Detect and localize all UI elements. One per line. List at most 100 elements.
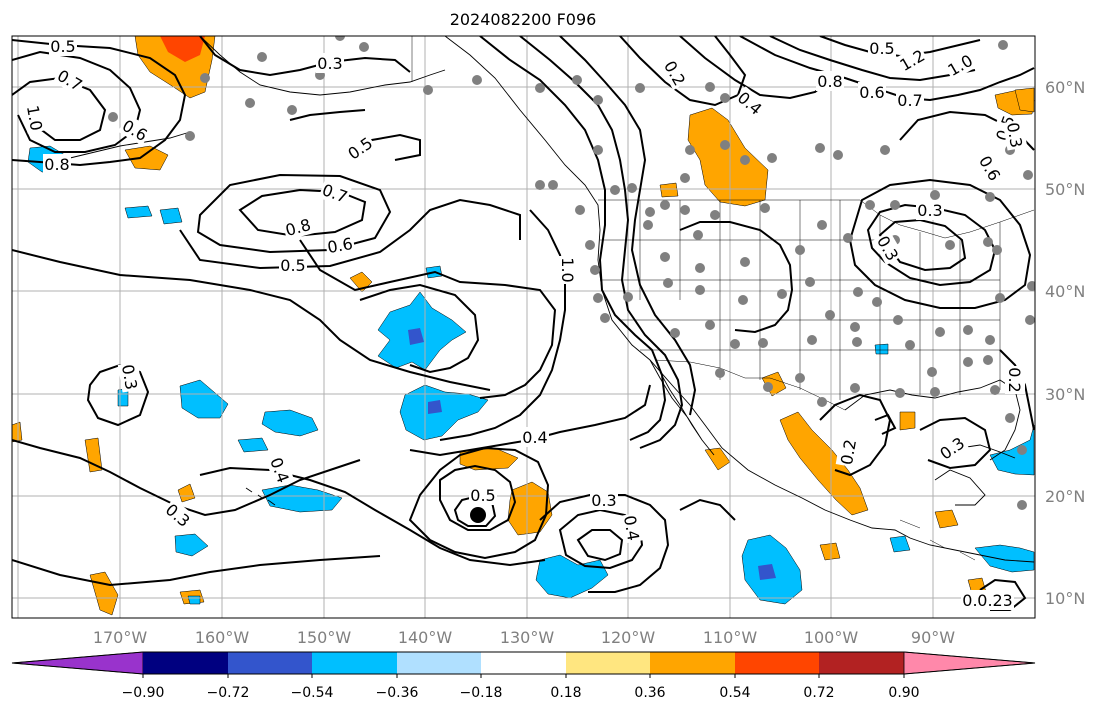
contour-label-group: 0.2 — [976, 590, 1004, 610]
station-dot — [763, 382, 773, 392]
contour-label-bg — [318, 178, 352, 208]
contour-labels: 0.50.30.71.0 0.60.80.50.70.80.60.50.30.40… — [22, 36, 1028, 610]
contour-label-group: 0.5 — [469, 485, 497, 505]
contour-label-group: 0.3 — [590, 490, 618, 510]
positive-anomaly-region — [899, 411, 916, 431]
colorbar-tick-label: −0.90 — [122, 685, 165, 701]
positive-anomaly-region — [1014, 87, 1035, 113]
colorbar-tick-label: −0.54 — [291, 685, 334, 701]
station-dot — [185, 131, 195, 141]
contour-label-group: 0.3 — [1002, 119, 1028, 151]
contour-label-group: 0.3 — [316, 53, 344, 73]
contour-label-bg — [521, 427, 549, 447]
colorbar-segment — [228, 652, 312, 674]
positive-anomaly-region — [507, 481, 553, 536]
positive-anomaly-region — [12, 421, 23, 443]
contour-label: 0.8 — [283, 215, 313, 240]
station-dot — [998, 40, 1008, 50]
station-dot — [660, 252, 670, 262]
station-dot — [680, 173, 690, 183]
contour-line — [86, 363, 150, 427]
contour-label-group: 0.7 — [896, 90, 924, 110]
colorbar-extend-max — [903, 651, 1036, 675]
station-dot — [585, 240, 595, 250]
contour-label-group: 1.0 — [558, 256, 578, 284]
colorbar-tick-label: −0.36 — [376, 685, 419, 701]
station-dot — [963, 357, 973, 367]
station-dot — [575, 205, 585, 215]
negative-anomaly-region — [237, 437, 269, 453]
station-dot — [670, 328, 680, 338]
station-dot — [983, 355, 993, 365]
contour-line — [359, 283, 480, 374]
longitude-label: 90°W — [911, 628, 955, 647]
colorbar-tick-label: 0.72 — [803, 685, 834, 701]
contour-label: 0.6 — [859, 83, 884, 102]
positive-anomaly-region — [934, 509, 959, 529]
strong-negative-anomaly-region — [408, 328, 424, 345]
contour-line — [408, 446, 550, 560]
station-dot — [680, 205, 690, 215]
contour-line — [619, 36, 747, 107]
contour-label-group: 0.4 — [265, 453, 295, 487]
latitude-label: 50°N — [1045, 180, 1085, 199]
contour-label-group: 0.3 — [160, 498, 196, 532]
contour-label-bg — [52, 64, 88, 96]
contour-label-bg — [324, 232, 356, 258]
contour-line — [866, 203, 997, 287]
station-dot — [758, 338, 768, 348]
contour-line — [878, 218, 967, 272]
station-dot — [850, 322, 860, 332]
station-dot — [730, 339, 740, 349]
station-dot — [257, 52, 267, 62]
longitude-labels: 170°W 160°W 150°W 140°W 130°W 120°W 110°W 100°W… — [93, 628, 955, 647]
map-title: 2024082200 F096 — [450, 10, 597, 29]
contour-label-bg — [1002, 119, 1028, 151]
station-dot — [740, 257, 750, 267]
station-dot — [685, 145, 695, 155]
station-dot — [890, 200, 900, 210]
station-dot — [535, 83, 545, 93]
station-dot — [992, 245, 1002, 255]
contour-label-group: 0.8 — [43, 154, 71, 174]
latitude-label: 10°N — [1045, 589, 1085, 608]
graticule — [12, 36, 1035, 618]
contour-label-group: 0.2 — [1005, 366, 1025, 394]
low-pressure-center — [470, 507, 486, 523]
station-dot — [1017, 500, 1027, 510]
station-dot — [935, 327, 945, 337]
contour-label-group: 1.0 — [942, 49, 978, 81]
negative-anomaly-region — [124, 205, 153, 219]
contour-label-bg — [342, 131, 378, 165]
us-mexico-border — [654, 359, 846, 411]
negative-anomaly-region — [187, 595, 201, 605]
station-dot — [287, 105, 297, 115]
contour-label-bg — [942, 49, 978, 81]
station-dot — [805, 277, 815, 287]
contour-label-bg — [976, 590, 1004, 610]
colorbar-segment — [566, 652, 650, 674]
colorbar-segment — [481, 652, 566, 674]
contour-label-group: 0.5 — [868, 38, 896, 58]
contour-label-bg — [896, 90, 924, 110]
latitude-label: 40°N — [1045, 282, 1085, 301]
station-dot — [572, 75, 582, 85]
station-dot — [807, 335, 817, 345]
longitude-label: 170°W — [93, 628, 148, 647]
contour-label-bg — [894, 44, 930, 76]
station-dot — [995, 293, 1005, 303]
hawaii — [245, 487, 276, 506]
negative-anomaly-region — [261, 409, 319, 437]
station-dot — [720, 93, 730, 103]
station-dot — [1005, 413, 1015, 423]
station-dot — [472, 75, 482, 85]
station-dot — [108, 112, 118, 122]
station-dot — [593, 145, 603, 155]
contour-label-bg — [590, 490, 618, 510]
contour-line — [299, 239, 557, 399]
colorbar-segment — [312, 652, 397, 674]
colorbar-segment — [143, 652, 228, 674]
contour-line — [439, 464, 517, 531]
